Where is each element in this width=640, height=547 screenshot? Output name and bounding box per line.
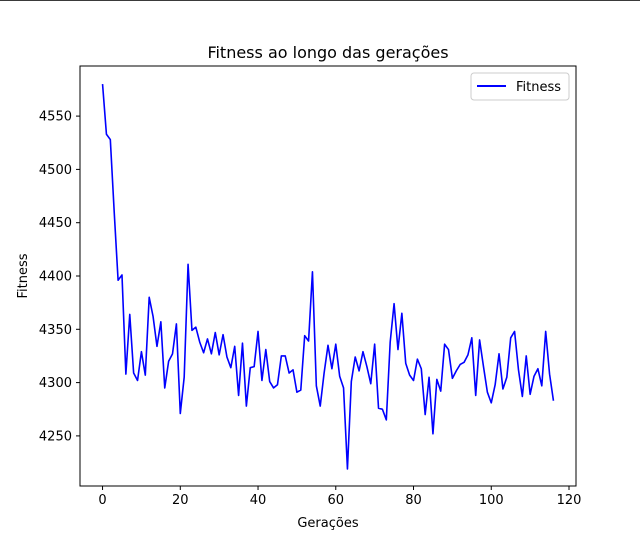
x-tick-label: 60	[328, 493, 345, 508]
plot-area	[79, 65, 577, 487]
x-tick-label: 0	[98, 493, 106, 508]
x-tick-label: 40	[250, 493, 267, 508]
y-tick-label: 4550	[39, 110, 72, 125]
legend-label: Fitness	[516, 80, 561, 95]
y-tick-label: 4400	[39, 270, 72, 285]
series-line-fitness	[101, 84, 555, 470]
x-tick-label: 100	[479, 493, 504, 508]
y-tick-label: 4450	[39, 216, 72, 231]
legend-box	[470, 72, 570, 101]
x-axis-ticks: 0 20 40 60 80 100 120	[98, 486, 581, 508]
y-tick-label: 4250	[39, 429, 72, 444]
y-tick-label: 4300	[39, 376, 72, 391]
y-tick-label: 4350	[39, 323, 72, 338]
series-layer	[101, 84, 555, 470]
plot-frame	[79, 65, 577, 487]
x-tick-label: 80	[405, 493, 422, 508]
y-axis-ticks: 4250 4300 4350 4400 4450 4500 4550	[39, 110, 80, 444]
chart-title: Fitness ao longo das gerações	[207, 43, 448, 62]
window-top-edge	[0, 0, 640, 1]
x-tick-label: 20	[172, 493, 189, 508]
legend: Fitness	[470, 72, 570, 101]
y-axis-label: Fitness	[16, 253, 31, 298]
y-tick-label: 4500	[39, 163, 72, 178]
x-axis-label: Gerações	[297, 516, 358, 531]
x-tick-label: 120	[557, 493, 582, 508]
